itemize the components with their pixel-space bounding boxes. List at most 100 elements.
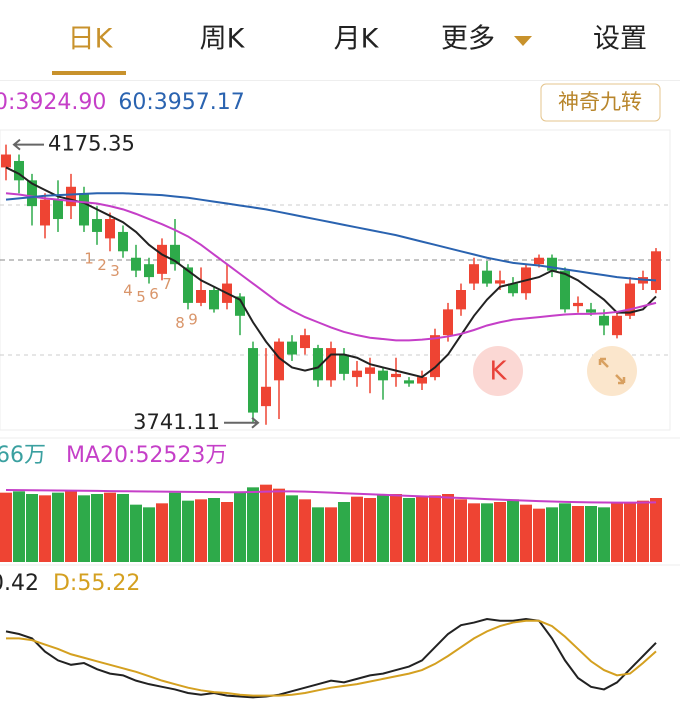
candle-body bbox=[66, 186, 76, 207]
td-label: 8 bbox=[175, 314, 185, 332]
tab[interactable]: 日K bbox=[68, 24, 114, 55]
candle-body bbox=[625, 283, 635, 316]
candle-body bbox=[274, 341, 284, 381]
candle-body bbox=[157, 244, 167, 274]
tab[interactable]: 周K bbox=[200, 24, 246, 55]
volume-bar bbox=[520, 504, 532, 562]
candle-body bbox=[508, 283, 518, 294]
candle-body bbox=[183, 267, 193, 303]
volume-bar bbox=[325, 507, 337, 562]
volume-bar bbox=[390, 494, 402, 562]
td-label: 5 bbox=[136, 288, 146, 306]
candle-body bbox=[300, 335, 310, 349]
line bbox=[5, 618, 657, 699]
volume-bar bbox=[65, 491, 77, 562]
candle-body bbox=[534, 257, 544, 265]
dropdown-arrow[interactable] bbox=[514, 36, 532, 46]
candle-body bbox=[287, 341, 297, 355]
volume-bar bbox=[156, 503, 168, 562]
button[interactable] bbox=[540, 83, 661, 122]
volume-bar bbox=[182, 500, 194, 562]
badge[interactable]: K bbox=[489, 357, 507, 387]
line bbox=[5, 192, 657, 342]
candle-body bbox=[651, 251, 661, 290]
candle-body bbox=[573, 302, 583, 307]
volume-bar bbox=[130, 504, 142, 562]
high-label: 4175.35 bbox=[48, 132, 135, 156]
volume-bar bbox=[585, 506, 597, 562]
volume-bar bbox=[91, 494, 103, 562]
candle-body bbox=[170, 244, 180, 265]
candle-body bbox=[339, 354, 349, 374]
candle-body bbox=[27, 180, 37, 207]
candle-body bbox=[443, 309, 453, 336]
candle-body bbox=[326, 348, 336, 381]
volume-bar bbox=[208, 498, 220, 562]
line bbox=[5, 489, 657, 504]
candle-body bbox=[391, 373, 401, 378]
candle-body bbox=[53, 199, 63, 220]
expand-icon[interactable] bbox=[598, 357, 626, 385]
volume-bar bbox=[598, 507, 610, 562]
volume-bar bbox=[338, 502, 350, 562]
button-label[interactable]: 神奇九转 bbox=[558, 90, 642, 114]
plot-frame bbox=[0, 129, 671, 431]
volume-bar bbox=[559, 503, 571, 562]
volume-bar bbox=[26, 494, 38, 562]
volume-bar bbox=[637, 500, 649, 562]
volume-bar bbox=[546, 507, 558, 562]
legend-entry: 0:3924.90 bbox=[0, 90, 106, 115]
candle-body bbox=[144, 264, 154, 278]
badge-bg[interactable] bbox=[473, 346, 523, 396]
arrow bbox=[12, 138, 44, 151]
volume-bar bbox=[78, 495, 90, 562]
candle-body bbox=[14, 160, 24, 181]
tab[interactable]: 更多 bbox=[441, 24, 495, 55]
volume-bar bbox=[195, 499, 207, 562]
candle-body bbox=[378, 370, 388, 381]
volume-bar bbox=[468, 503, 480, 562]
volume-bar bbox=[481, 503, 493, 562]
candle-body bbox=[560, 270, 570, 310]
tab[interactable]: 月K bbox=[334, 24, 380, 55]
candle-body bbox=[313, 348, 323, 381]
volume-bar bbox=[39, 495, 51, 562]
volume-bar bbox=[416, 496, 428, 562]
candle-body bbox=[495, 280, 505, 284]
legend-entry: MA20:52523万 bbox=[66, 443, 227, 468]
volume-bar bbox=[234, 492, 246, 562]
candle-body bbox=[365, 367, 375, 374]
arrow bbox=[224, 416, 260, 429]
candle-body bbox=[209, 290, 219, 310]
volume-bar bbox=[104, 492, 116, 562]
candle-body bbox=[612, 315, 622, 336]
volume-bar bbox=[351, 496, 363, 562]
volume-bar bbox=[13, 491, 25, 562]
volume-bar bbox=[624, 502, 636, 562]
expand-icon-bg[interactable] bbox=[587, 346, 637, 396]
candle-body bbox=[1, 154, 11, 168]
candle-body bbox=[105, 219, 115, 239]
volume-bar bbox=[403, 498, 415, 562]
candle-body bbox=[417, 377, 427, 384]
td-label: 7 bbox=[162, 275, 172, 293]
td-label: 3 bbox=[110, 262, 120, 280]
tab[interactable]: 设置 bbox=[593, 24, 647, 55]
candle-body bbox=[456, 290, 466, 310]
volume-bar bbox=[117, 494, 129, 562]
candle-body bbox=[196, 290, 206, 303]
volume-bar bbox=[312, 507, 324, 562]
volume-bar bbox=[247, 487, 259, 562]
volume-bar bbox=[299, 499, 311, 562]
candle-body bbox=[131, 257, 141, 271]
candle-body bbox=[79, 193, 89, 226]
volume-bar bbox=[364, 498, 376, 562]
candle-body bbox=[599, 315, 609, 326]
low-label: 3741.11 bbox=[133, 410, 220, 434]
candle-body bbox=[469, 264, 479, 284]
volume-bar bbox=[429, 495, 441, 562]
candle-body bbox=[586, 309, 596, 313]
legend-entry: 0.42 bbox=[0, 571, 39, 596]
line bbox=[5, 192, 657, 282]
